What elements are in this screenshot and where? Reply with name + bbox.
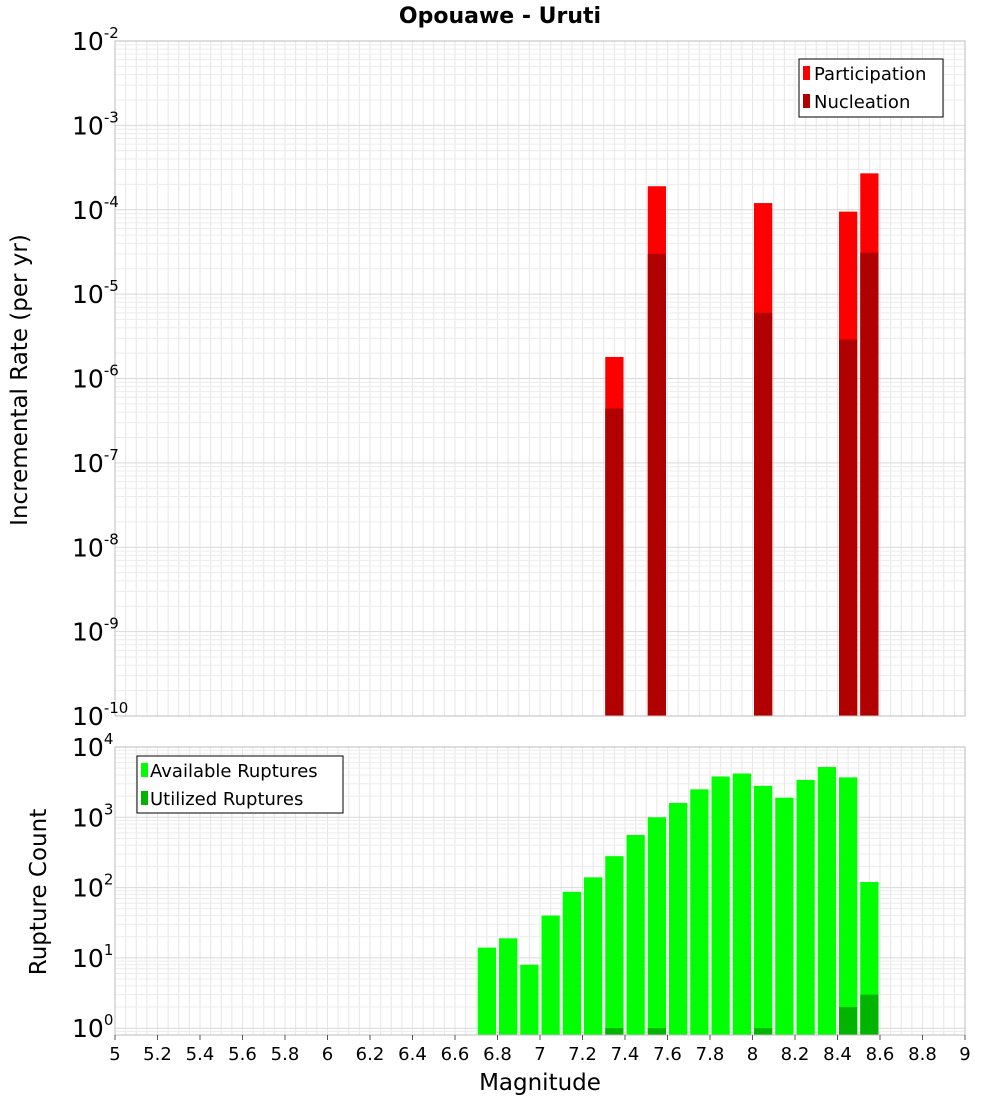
top-y-tick-label: 10-4: [72, 193, 119, 225]
bottom-bar-available-ruptures-0: [477, 947, 496, 1035]
top-y-tick-label: 10-7: [72, 446, 119, 478]
top-bar-nucleation-0: [605, 408, 624, 716]
bottom-bar-available-ruptures-15: [796, 779, 815, 1035]
x-tick-label: 6.4: [398, 1044, 427, 1065]
bottom-bar-available-ruptures-10: [690, 789, 709, 1035]
bottom-bar-available-ruptures-5: [584, 877, 603, 1035]
bottom-bar-available-ruptures-16: [817, 766, 836, 1035]
x-tick-label: 7: [534, 1044, 545, 1065]
bottom-bar-utilized-ruptures-3: [839, 1007, 858, 1035]
x-tick-label: 5.8: [271, 1044, 300, 1065]
x-tick-label: 5.6: [228, 1044, 257, 1065]
x-tick-label: 9: [959, 1044, 970, 1065]
bottom-bar-available-ruptures-17: [839, 777, 858, 1035]
bottom-y-axis-label: Rupture Count: [26, 809, 52, 975]
bottom-bar-available-ruptures-11: [711, 776, 730, 1035]
top-y-tick-label: 10-8: [72, 530, 119, 562]
bottom-y-ticks: 100 101 102 103 104: [72, 730, 113, 1043]
top-bar-nucleation-2: [754, 312, 773, 716]
x-tick-label: 6: [322, 1044, 333, 1065]
top-y-axis-label: Incremental Rate (per yr): [7, 234, 33, 526]
x-tick-label: 8.8: [908, 1044, 937, 1065]
x-tick-label: 8.6: [866, 1044, 895, 1065]
x-tick-label: 5.4: [186, 1044, 215, 1065]
x-tick-label: 7.8: [696, 1044, 725, 1065]
legend-label-participation: Participation: [814, 64, 926, 85]
x-tick-label: 8.4: [823, 1044, 852, 1065]
x-tick-label: 7.6: [653, 1044, 682, 1065]
x-tick-label: 8: [747, 1044, 758, 1065]
top-y-tick-label: 10-10: [72, 699, 128, 731]
bottom-bar-utilized-ruptures-4: [860, 994, 879, 1035]
bottom-bar-available-ruptures-7: [626, 834, 645, 1035]
legend-swatch-available: [141, 763, 148, 777]
x-tick-label: 7.4: [611, 1044, 640, 1065]
top-y-tick-label: 10-2: [72, 24, 119, 56]
legend-label-available: Available Ruptures: [150, 761, 318, 782]
bottom-panel-grid: [114, 747, 966, 1036]
top-bar-nucleation-1: [647, 253, 666, 716]
bottom-x-ticks: 5 5.2 5.4 5.6 5.8 6 6.2 6.4 6.6 6.8 7 7.2 7.4 7.6 7.8 8…: [109, 1035, 971, 1065]
bottom-bar-available-ruptures-14: [775, 797, 794, 1035]
bottom-bar-available-ruptures-1: [499, 938, 518, 1035]
bottom-bar-utilized-ruptures-2: [754, 1028, 773, 1035]
bottom-bar-available-ruptures-3: [541, 915, 560, 1035]
x-tick-label: 6.8: [483, 1044, 512, 1065]
chart-title: Opouawe - Uruti: [399, 4, 601, 29]
bottom-y-tick-label: 103: [72, 800, 113, 832]
top-legend: Participation Nucleation: [798, 58, 944, 118]
legend-label-nucleation: Nucleation: [814, 92, 910, 113]
bottom-y-tick-label: 101: [72, 941, 113, 973]
bottom-bar-available-ruptures-9: [669, 802, 688, 1035]
top-y-tick-label: 10-3: [72, 108, 119, 140]
x-tick-label: 5.2: [143, 1044, 172, 1065]
bottom-y-tick-label: 102: [72, 871, 113, 903]
bottom-y-tick-label: 104: [72, 730, 113, 762]
top-y-tick-label: 10-5: [72, 277, 119, 309]
bottom-y-tick-label: 100: [72, 1011, 113, 1043]
x-axis-label: Magnitude: [479, 1070, 601, 1096]
x-tick-label: 5: [109, 1044, 120, 1065]
legend-swatch-participation: [803, 66, 810, 80]
x-tick-label: 7.2: [568, 1044, 597, 1065]
top-y-tick-label: 10-6: [72, 362, 119, 394]
bottom-bar-utilized-ruptures-0: [605, 1028, 624, 1035]
top-y-tick-label: 10-9: [72, 615, 119, 647]
bottom-bar-available-ruptures-8: [647, 817, 666, 1035]
bottom-bar-utilized-ruptures-1: [647, 1028, 666, 1035]
bottom-bar-available-ruptures-6: [605, 856, 624, 1035]
x-tick-label: 6.2: [356, 1044, 385, 1065]
x-tick-label: 6.6: [441, 1044, 470, 1065]
bottom-bar-available-ruptures-4: [562, 891, 581, 1035]
legend-swatch-utilized: [141, 791, 148, 805]
top-bar-nucleation-3: [839, 339, 858, 716]
top-y-ticks: 10-10 10-9 10-8 10-7 10-6 10-5 10-4 10-3 10-2: [72, 24, 128, 731]
bottom-bar-available-ruptures-2: [520, 964, 539, 1035]
bottom-panel-bars: [477, 766, 879, 1035]
bottom-bar-available-ruptures-13: [754, 785, 773, 1035]
x-tick-label: 8.2: [781, 1044, 810, 1065]
top-panel-grid: [114, 41, 966, 717]
top-panel-bars: [605, 173, 879, 716]
top-bar-nucleation-4: [860, 252, 879, 716]
legend-swatch-nucleation: [803, 94, 810, 108]
legend-label-utilized: Utilized Ruptures: [150, 789, 303, 810]
bottom-bar-available-ruptures-12: [732, 773, 751, 1035]
bottom-legend: Available Ruptures Utilized Ruptures: [136, 755, 344, 814]
top-plot-frame: [114, 40, 966, 717]
